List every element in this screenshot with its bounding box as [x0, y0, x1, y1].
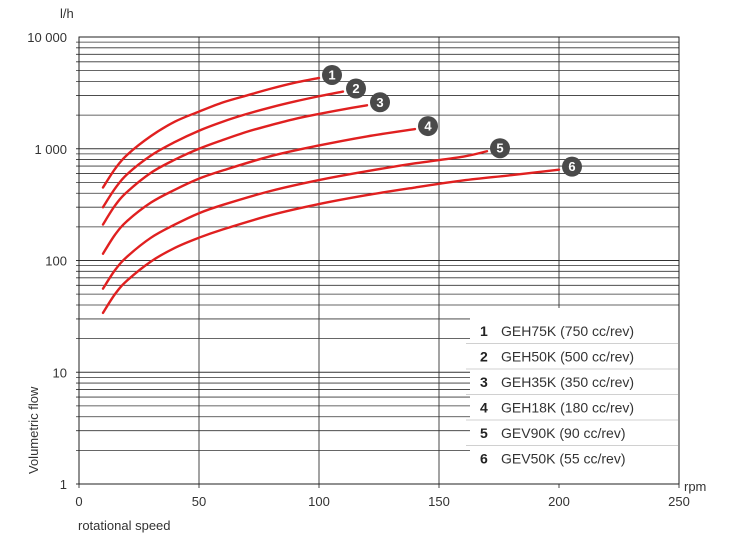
badge-circle [490, 138, 510, 159]
y-tick-labels: 1 10 100 1 000 10 000 [27, 30, 67, 492]
y-tick-label: 100 [45, 254, 67, 269]
series-line-3 [101, 104, 369, 226]
x-tick-label: 0 [75, 494, 82, 509]
series-badge-3: 3 [370, 92, 390, 113]
badge-number: 2 [352, 81, 359, 96]
legend-entry-4: 4 GEH18K (180 cc/rev) [480, 399, 634, 415]
series-badge-4: 4 [418, 116, 438, 137]
badge-circle [322, 64, 342, 85]
badge-number: 6 [568, 159, 575, 174]
y-gridlines [76, 41, 679, 485]
series-badge-5: 5 [490, 138, 510, 159]
legend: 1 GEH75K (750 cc/rev) 2 GEH50K (500 cc/rev)… [466, 323, 678, 466]
badge-number: 4 [424, 119, 432, 134]
legend-entry-2: 2 GEH50K (500 cc/rev) [480, 348, 634, 364]
legend-label: GEV50K (55 cc/rev) [501, 450, 626, 466]
series-line-1 [101, 76, 321, 189]
x-axis-label: rotational speed [78, 518, 171, 533]
badge-number: 5 [496, 141, 503, 156]
legend-label: GEH75K (750 cc/rev) [501, 323, 634, 339]
legend-label: GEV90K (90 cc/rev) [501, 425, 626, 441]
badge-circle [418, 116, 438, 137]
y-tick-label: 1 000 [34, 142, 67, 157]
legend-number: 5 [480, 425, 488, 441]
legend-label: GEH50K (500 cc/rev) [501, 348, 634, 364]
legend-label: GEH18K (180 cc/rev) [501, 399, 634, 415]
badge-circle [562, 156, 582, 177]
badge-number: 3 [376, 95, 383, 110]
y-tick-label: 10 000 [27, 30, 67, 45]
y-tick-label: 10 [53, 365, 67, 380]
legend-entry-3: 3 GEH35K (350 cc/rev) [480, 374, 634, 390]
legend-number: 1 [480, 323, 488, 339]
y-axis-label: Volumetric flow [26, 386, 41, 474]
x-tick-label: 250 [668, 494, 690, 509]
series-line-4 [101, 127, 417, 255]
x-tick-label: 100 [308, 494, 330, 509]
legend-entry-5: 5 GEV90K (90 cc/rev) [480, 425, 626, 441]
x-tick-label: 150 [428, 494, 450, 509]
series-line-2 [101, 90, 345, 209]
badge-circle [346, 78, 366, 99]
series-badges: 1 2 3 4 5 6 [322, 64, 582, 177]
x-unit-label: rpm [684, 479, 706, 494]
series-badge-2: 2 [346, 78, 366, 99]
series-line-5 [101, 150, 489, 290]
y-tick-label: 1 [60, 477, 67, 492]
series-lines [101, 76, 561, 315]
badge-circle [370, 92, 390, 113]
legend-entry-1: 1 GEH75K (750 cc/rev) [480, 323, 634, 339]
x-tick-label: 200 [548, 494, 570, 509]
plot-frame [78, 36, 680, 485]
badge-number: 1 [328, 67, 335, 82]
legend-entry-6: 6 GEV50K (55 cc/rev) [480, 450, 626, 466]
y-unit-label: l/h [60, 6, 74, 21]
series-badge-6: 6 [562, 156, 582, 177]
legend-label: GEH35K (350 cc/rev) [501, 374, 634, 390]
legend-number: 3 [480, 374, 488, 390]
legend-number: 2 [480, 348, 488, 364]
legend-number: 4 [480, 399, 488, 415]
x-tick-labels: 0 50 100 150 200 250 [75, 494, 689, 509]
series-badge-1: 1 [322, 64, 342, 85]
legend-number: 6 [480, 450, 488, 466]
series-line-6 [101, 168, 561, 315]
x-tick-label: 50 [192, 494, 206, 509]
